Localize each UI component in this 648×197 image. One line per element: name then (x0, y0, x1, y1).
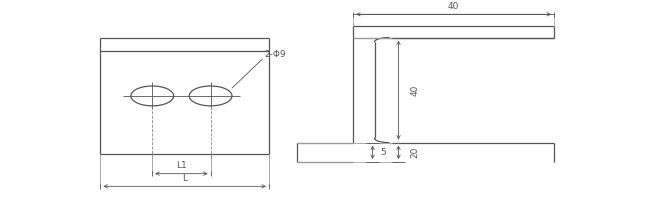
Text: 5: 5 (380, 148, 386, 157)
Text: 40: 40 (448, 2, 459, 11)
Text: L: L (182, 174, 187, 183)
Text: 2-Φ9: 2-Φ9 (264, 50, 286, 59)
Text: 40: 40 (410, 84, 419, 96)
Text: L1: L1 (176, 161, 187, 170)
Text: 20: 20 (410, 147, 419, 158)
